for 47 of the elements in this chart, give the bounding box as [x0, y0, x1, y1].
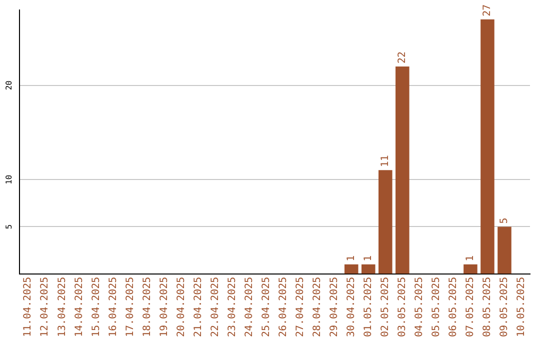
x-tick-label: 22.04.2025 [210, 276, 221, 338]
x-tick-label: 13.04.2025 [56, 276, 68, 338]
x-tick-label: 04.05.2025 [414, 276, 426, 338]
x-tick-label: 25.04.2025 [260, 276, 272, 338]
y-tick-label: 20 [4, 80, 14, 90]
x-tick-label: 16.04.2025 [108, 276, 119, 338]
x-tick-label: 19.04.2025 [158, 276, 170, 338]
x-tick-label: 18.04.2025 [142, 276, 153, 338]
bar [361, 264, 376, 274]
x-tick-label: 11.04.2025 [22, 276, 34, 338]
y-tick-label: 10 [4, 174, 14, 184]
bar [378, 170, 392, 274]
x-tick-label: 24.04.2025 [244, 276, 255, 338]
x-tick-label: 12.04.2025 [40, 276, 51, 338]
x-tick-label: 01.05.2025 [362, 276, 374, 338]
bar [344, 264, 358, 274]
x-tick-label: 27.04.2025 [294, 276, 306, 338]
x-tick-label: 02.05.2025 [380, 276, 391, 338]
x-tick-label: 10.05.2025 [516, 276, 528, 338]
data-label: 11 [380, 155, 391, 168]
bar [480, 19, 494, 274]
x-tick-label: 06.05.2025 [448, 276, 460, 338]
x-tick-label: 28.04.2025 [312, 276, 323, 338]
bar [396, 66, 410, 274]
data-label: 22 [397, 51, 408, 64]
data-label: 1 [362, 255, 374, 262]
x-tick-label: 03.05.2025 [397, 276, 408, 338]
bar [464, 264, 478, 274]
data-label: 1 [465, 255, 476, 262]
x-tick-label: 23.04.2025 [226, 276, 238, 338]
x-tick-label: 15.04.2025 [90, 276, 102, 338]
x-tick-label: 17.04.2025 [124, 276, 136, 338]
data-label: 5 [499, 218, 510, 224]
y-tick-label: 5 [4, 224, 14, 230]
data-label: 1 [346, 255, 357, 262]
bar [498, 226, 512, 274]
x-tick-label: 09.05.2025 [499, 276, 510, 338]
x-tick-label: 08.05.2025 [482, 276, 494, 338]
x-tick-label: 21.04.2025 [192, 276, 204, 338]
data-label: 27 [482, 4, 494, 16]
x-tick-label: 05.05.2025 [431, 276, 442, 338]
x-tick-label: 20.04.2025 [176, 276, 187, 338]
x-tick-label: 14.04.2025 [74, 276, 85, 338]
x-tick-label: 26.04.2025 [278, 276, 289, 338]
x-tick-label: 07.05.2025 [465, 276, 476, 338]
x-tick-label: 29.04.2025 [328, 276, 340, 338]
x-tick-label: 30.04.2025 [346, 276, 357, 338]
